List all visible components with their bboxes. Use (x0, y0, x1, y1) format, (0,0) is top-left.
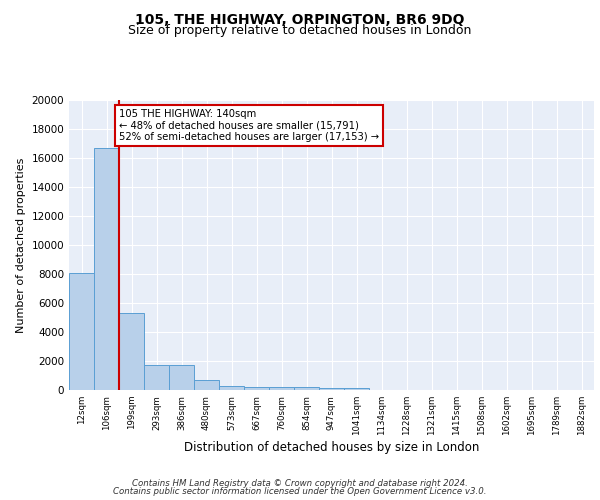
Y-axis label: Number of detached properties: Number of detached properties (16, 158, 26, 332)
Bar (169, 364, 194, 390)
Bar (294, 388, 319, 390)
Bar (144, 364, 169, 390)
X-axis label: Distribution of detached houses by size in London: Distribution of detached houses by size … (184, 441, 479, 454)
Text: Contains HM Land Registry data © Crown copyright and database right 2024.: Contains HM Land Registry data © Crown c… (132, 478, 468, 488)
Bar (319, 388, 344, 390)
Bar (244, 386, 269, 390)
Text: Size of property relative to detached houses in London: Size of property relative to detached ho… (128, 24, 472, 37)
Bar (94, 148, 119, 390)
Text: 105 THE HIGHWAY: 140sqm
← 48% of detached houses are smaller (15,791)
52% of sem: 105 THE HIGHWAY: 140sqm ← 48% of detache… (119, 108, 379, 142)
Bar (269, 387, 294, 390)
Text: Contains public sector information licensed under the Open Government Licence v3: Contains public sector information licen… (113, 487, 487, 496)
Bar (194, 380, 219, 390)
Bar (119, 313, 144, 390)
Bar (69, 272, 94, 390)
Bar (344, 388, 369, 390)
Text: 105, THE HIGHWAY, ORPINGTON, BR6 9DQ: 105, THE HIGHWAY, ORPINGTON, BR6 9DQ (135, 12, 465, 26)
Bar (219, 386, 244, 390)
